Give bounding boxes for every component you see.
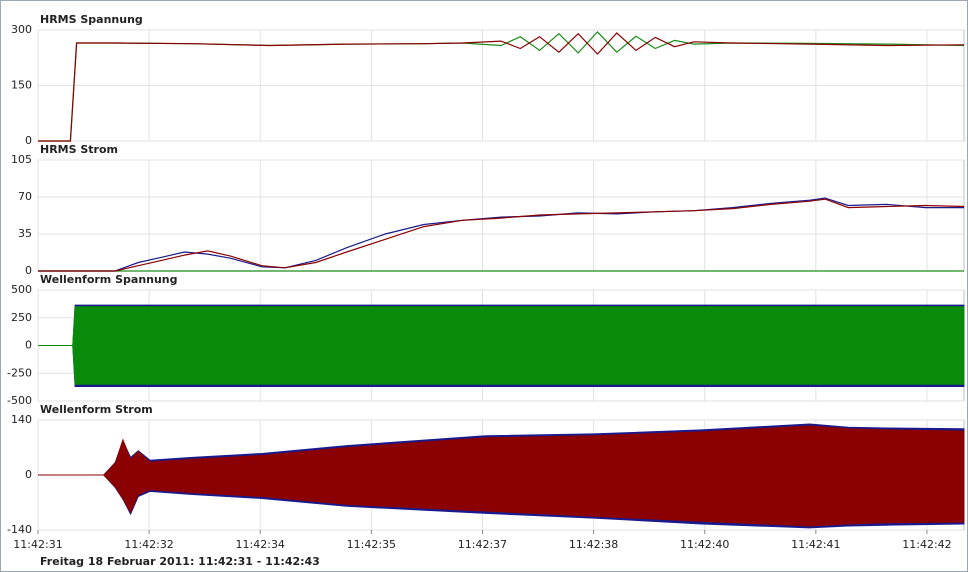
y-tick-label: 0 (25, 134, 32, 147)
x-tick-label: 11:42:37 (458, 538, 507, 551)
y-tick-label: 35 (18, 227, 32, 240)
panel-title: Wellenform Spannung (40, 273, 178, 286)
panel-title: Wellenform Strom (40, 403, 153, 416)
area (38, 345, 965, 385)
y-tick-label: -500 (7, 394, 32, 407)
x-tick-label: 11:42:32 (124, 538, 173, 551)
y-tick-label: 0 (25, 264, 32, 277)
y-tick-label: 150 (11, 79, 32, 92)
panel-title: HRMS Strom (40, 143, 118, 156)
footer: Freitag 18 Februar 2011: 11:42:31 - 11:4… (40, 555, 320, 568)
x-tick-label: 11:42:35 (347, 538, 396, 551)
x-tick-label: 11:42:41 (791, 538, 840, 551)
area (38, 306, 965, 346)
line (38, 198, 965, 272)
area (38, 425, 965, 476)
y-tick-label: 0 (25, 339, 32, 352)
x-tick-label: 11:42:42 (902, 538, 951, 551)
y-tick-label: -250 (7, 366, 32, 379)
y-tick-label: 250 (11, 311, 32, 324)
line (38, 32, 965, 142)
y-tick-label: 140 (11, 413, 32, 426)
x-tick-label: 11:42:31 (13, 538, 62, 551)
panel-title: HRMS Spannung (40, 13, 143, 26)
x-tick-label: 11:42:34 (236, 538, 285, 551)
y-tick-label: 70 (18, 190, 32, 203)
y-tick-label: -140 (7, 523, 32, 536)
y-tick-label: 300 (11, 23, 32, 36)
y-tick-label: 105 (11, 153, 32, 166)
x-tick-label: 11:42:40 (680, 538, 729, 551)
x-tick-label: 11:42:38 (569, 538, 618, 551)
y-tick-label: 0 (25, 468, 32, 481)
area (38, 474, 965, 527)
y-tick-label: 500 (11, 283, 32, 296)
